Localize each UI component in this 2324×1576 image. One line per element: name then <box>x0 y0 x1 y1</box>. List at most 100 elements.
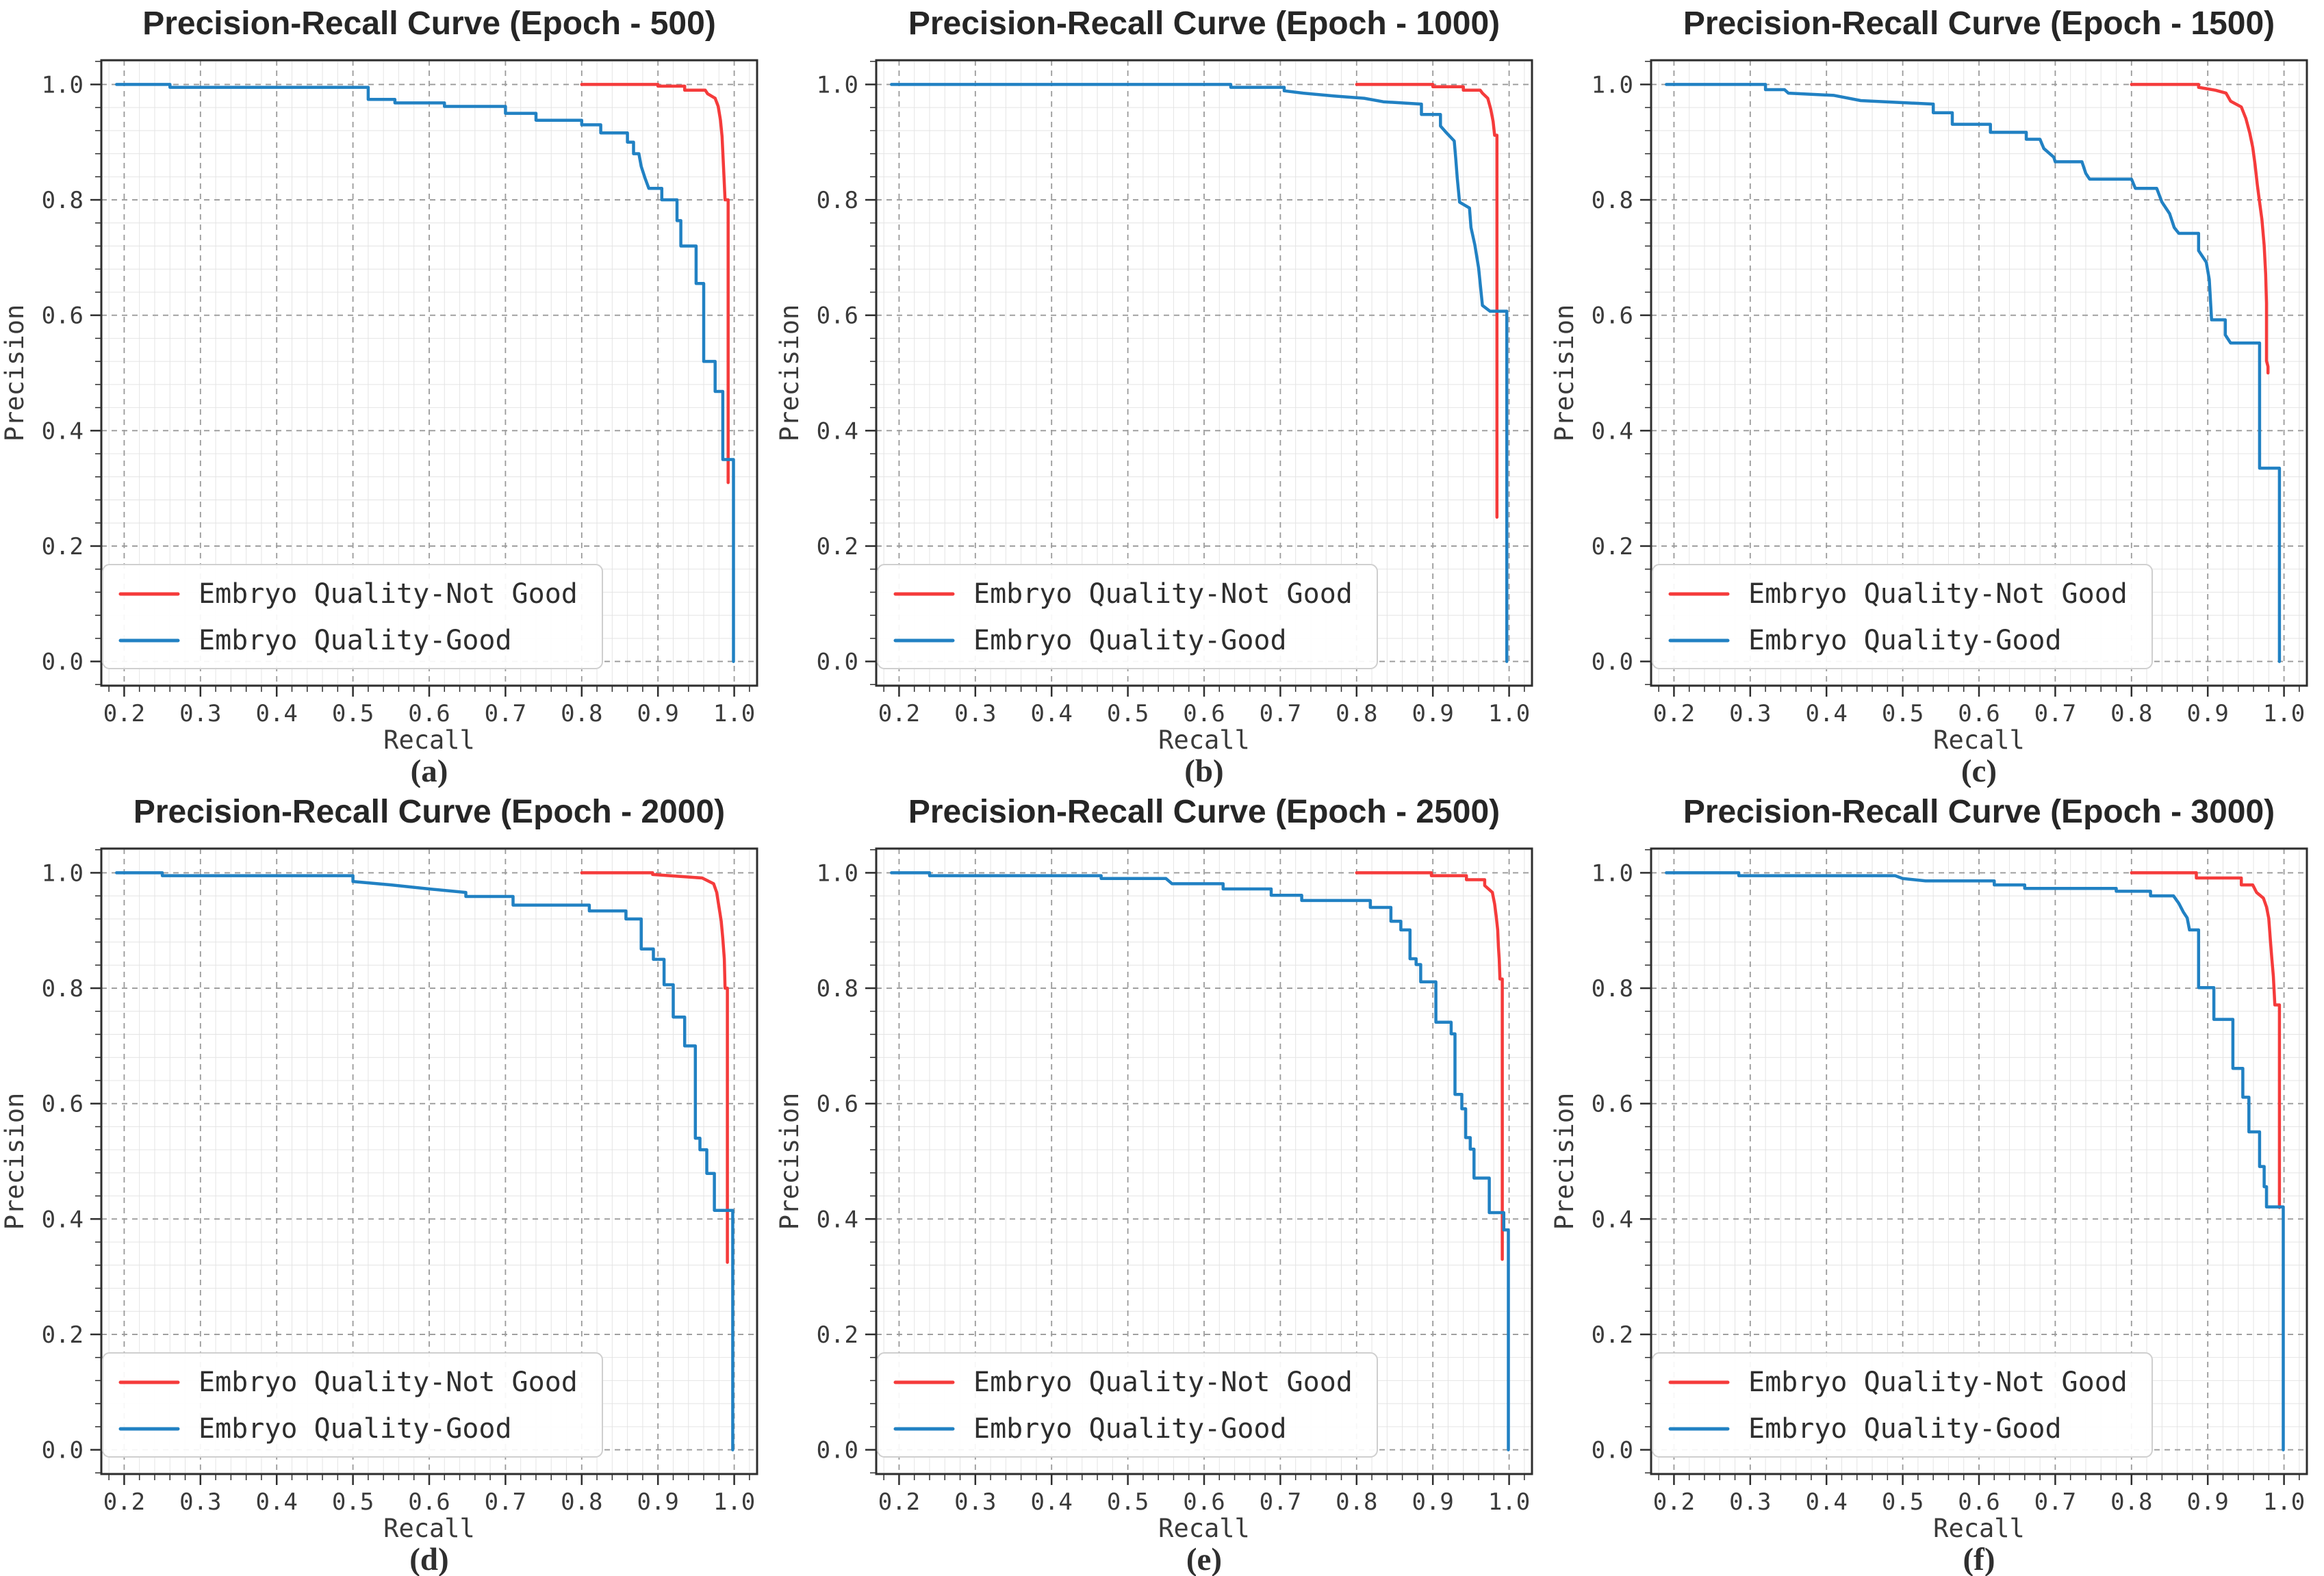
subplot-caption: (e) <box>1186 1542 1222 1576</box>
x-tick-label: 0.3 <box>179 1488 221 1516</box>
x-tick-label: 1.0 <box>1488 1488 1530 1516</box>
x-tick-label: 0.7 <box>485 700 526 727</box>
y-tick-label: 0.8 <box>1592 975 1633 1003</box>
x-tick-label: 0.3 <box>179 700 221 727</box>
x-tick-label: 0.2 <box>103 700 145 727</box>
x-tick-label: 1.0 <box>713 1488 755 1516</box>
x-tick-label: 0.6 <box>408 1488 450 1516</box>
subplot-caption: (b) <box>1184 753 1223 788</box>
y-tick-label: 0.4 <box>42 1206 84 1233</box>
x-tick-label: 0.9 <box>2186 700 2228 727</box>
x-tick-label: 0.4 <box>1030 1488 1072 1516</box>
x-tick-label: 0.4 <box>255 1488 297 1516</box>
y-tick-label: 0.8 <box>42 187 84 214</box>
x-tick-label: 0.3 <box>954 700 996 727</box>
y-tick-label: 0.0 <box>817 649 858 676</box>
x-tick-label: 0.6 <box>1958 1488 2000 1516</box>
y-tick-label: 0.6 <box>1592 1091 1633 1118</box>
y-tick-label: 0.2 <box>42 533 84 560</box>
y-tick-label: 0.6 <box>817 1091 858 1118</box>
x-tick-label: 0.3 <box>1729 1488 1771 1516</box>
legend: Embryo Quality-Not Good Embryo Quality-Go… <box>1652 1352 2153 1458</box>
x-tick-label: 0.4 <box>1805 1488 1847 1516</box>
curve-good <box>890 83 1509 663</box>
x-tick-label: 0.9 <box>2186 1488 2228 1516</box>
y-axis-label: Precision <box>775 1093 804 1230</box>
legend: Embryo Quality-Not Good Embryo Quality-Go… <box>877 564 1378 669</box>
y-tick-label: 0.8 <box>817 187 858 214</box>
x-axis-label: Recall <box>1158 725 1250 755</box>
legend-label: Embryo Quality-Good <box>199 625 512 656</box>
x-tick-label: 0.2 <box>1653 1488 1695 1516</box>
pr-chart-d: 0.2 0.3 0.4 0.5 0.6 0.7 0.8 0.9 1.0 0.0 0.2 0.4 0.6 0… <box>0 788 774 1576</box>
y-tick-label: 0.2 <box>1592 533 1633 560</box>
subplot-caption: (a) <box>411 753 448 788</box>
legend-box <box>1652 1352 2153 1458</box>
chart-title: Precision-Recall Curve (Epoch - 500) <box>142 5 716 42</box>
curve-good <box>1665 871 2285 1451</box>
curve-good <box>115 83 735 663</box>
y-tick-label: 0.4 <box>1592 1206 1633 1233</box>
x-axis-label: Recall <box>1933 1514 2025 1543</box>
pr-chart-c: 0.2 0.3 0.4 0.5 0.6 0.7 0.8 0.9 1.0 0.0 0.2 0.4 0.6 0… <box>1550 0 2324 788</box>
subplot-caption: (f) <box>1963 1542 1995 1576</box>
y-tick-label: 0.0 <box>42 649 84 676</box>
y-tick-label: 0.2 <box>1592 1321 1633 1349</box>
x-tick-label: 0.6 <box>1183 700 1225 727</box>
x-tick-label: 0.2 <box>878 1488 920 1516</box>
legend: Embryo Quality-Not Good Embryo Quality-Go… <box>102 1352 603 1458</box>
curve-not-good <box>580 83 730 485</box>
y-axis-label: Precision <box>1550 305 1579 441</box>
y-tick-label: 1.0 <box>42 71 84 99</box>
curve-not-good <box>1355 871 1504 1261</box>
legend-label: Embryo Quality-Good <box>1748 625 2062 656</box>
legend-box <box>102 1352 603 1458</box>
curve-not-good <box>2130 871 2282 1209</box>
y-tick-label: 0.2 <box>817 533 858 560</box>
y-tick-label: 0.4 <box>817 1206 858 1233</box>
x-axis-label: Recall <box>1933 725 2025 755</box>
chart-title: Precision-Recall Curve (Epoch - 2500) <box>908 794 1500 830</box>
legend-label: Embryo Quality-Not Good <box>973 1367 1353 1398</box>
pr-chart-b: 0.2 0.3 0.4 0.5 0.6 0.7 0.8 0.9 1.0 0.0 0.2 0.4 0.6 0… <box>775 0 1549 788</box>
legend-label: Embryo Quality-Not Good <box>1748 578 2128 610</box>
x-tick-label: 0.9 <box>637 700 678 727</box>
x-tick-label: 1.0 <box>2263 700 2305 727</box>
x-tick-label: 0.7 <box>1260 1488 1301 1516</box>
x-tick-label: 0.5 <box>1882 700 1924 727</box>
legend-label: Embryo Quality-Not Good <box>199 578 578 610</box>
x-tick-label: 0.7 <box>1260 700 1301 727</box>
legend-box <box>877 1352 1378 1458</box>
chart-title: Precision-Recall Curve (Epoch - 2000) <box>133 794 725 830</box>
legend: Embryo Quality-Not Good Embryo Quality-Go… <box>1652 564 2153 669</box>
x-tick-label: 1.0 <box>2263 1488 2305 1516</box>
legend-label: Embryo Quality-Good <box>973 1413 1287 1445</box>
x-tick-label: 0.8 <box>1336 700 1377 727</box>
chart-title: Precision-Recall Curve (Epoch - 1000) <box>908 5 1500 42</box>
x-tick-label: 0.9 <box>1412 700 1453 727</box>
x-tick-label: 0.2 <box>103 1488 145 1516</box>
x-tick-label: 0.8 <box>2110 700 2152 727</box>
y-tick-label: 0.0 <box>42 1437 84 1464</box>
legend-label: Embryo Quality-Good <box>199 1413 512 1445</box>
curve-good <box>890 871 1510 1451</box>
chart-title: Precision-Recall Curve (Epoch - 3000) <box>1683 794 2275 830</box>
y-axis-label: Precision <box>0 1093 29 1230</box>
curve-good <box>115 871 735 1451</box>
legend: Embryo Quality-Not Good Embryo Quality-Go… <box>102 564 603 669</box>
y-tick-label: 0.0 <box>817 1437 858 1464</box>
y-axis-label: Precision <box>1550 1093 1579 1230</box>
y-tick-label: 1.0 <box>817 860 858 887</box>
legend-label: Embryo Quality-Not Good <box>199 1367 578 1398</box>
x-tick-label: 0.5 <box>1882 1488 1924 1516</box>
x-tick-label: 1.0 <box>713 700 755 727</box>
x-tick-label: 0.6 <box>1958 700 2000 727</box>
x-axis-label: Recall <box>383 725 475 755</box>
y-tick-label: 0.6 <box>1592 302 1633 330</box>
y-tick-label: 0.2 <box>817 1321 858 1349</box>
legend-box <box>877 564 1378 669</box>
x-tick-label: 0.6 <box>1183 1488 1225 1516</box>
y-tick-label: 0.4 <box>817 417 858 445</box>
y-tick-label: 0.6 <box>42 1091 84 1118</box>
